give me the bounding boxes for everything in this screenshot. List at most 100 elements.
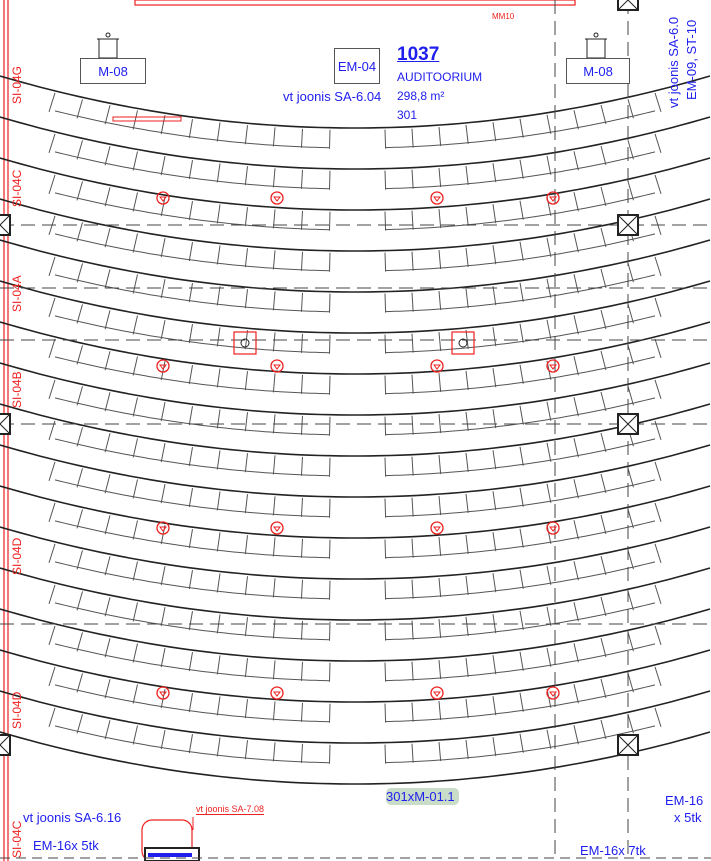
seat-divider [300,374,303,394]
seat-divider [654,461,662,482]
seat-divider [465,452,469,472]
seat-divider [627,181,634,201]
seat-divider [132,561,138,581]
seat-divider [76,222,83,242]
seat-divider [627,550,634,570]
electrical-marker-glyph [433,691,441,697]
top-red-bar [134,0,576,6]
seat-divider [160,484,166,504]
seat-divider [438,537,442,557]
seat-divider [546,606,552,626]
row-arc [0,485,711,539]
seat-divider [384,621,387,641]
seat-divider [519,241,524,261]
seat-divider [216,409,221,429]
seat-divider [272,250,276,270]
seat-divider [188,365,193,385]
seat-divider [546,114,552,134]
seat-divider [519,323,524,343]
seat-divider [244,330,248,350]
seat-divider [104,310,111,330]
ceiling-device-circle [458,338,468,348]
seat-divider [627,591,634,611]
seat-divider [654,584,662,605]
seat-divider [519,118,524,138]
seat-divider [600,596,607,617]
ref-sa616: vt joonis SA-6.16 [23,810,122,825]
seat-divider [188,529,193,549]
seat-divider [465,534,469,554]
seat-divider [76,714,83,734]
seat-row-front [384,684,656,723]
seat-divider [438,455,442,475]
equipment-m08-left: M-08 [80,58,146,84]
seat-divider [573,520,579,540]
seat-divider [546,442,552,462]
red-strip [112,116,182,122]
seat-divider [104,187,111,207]
seat-divider [48,338,56,359]
electrical-marker-glyph [273,526,281,532]
electrical-marker-icon [156,686,170,700]
seat-divider [329,211,331,231]
seat-divider [272,578,276,598]
seat-divider [492,655,497,675]
seat-divider [329,580,331,600]
seat-divider [600,432,607,453]
column-cross [0,413,11,435]
right-ref-2: EM-09, ST-10 [684,19,699,100]
seat-divider [104,474,111,494]
seat-divider [300,497,303,517]
left-label: SI-04C [10,169,24,207]
seat-divider [272,332,276,352]
seat-row-front [54,725,331,764]
ref-sa708: vt joonis SA-7.08 [196,804,265,815]
seat-divider [384,416,387,436]
seat-divider [244,535,248,555]
seat-divider [600,391,607,412]
seat-divider [132,110,138,130]
seat-row-front [54,684,331,723]
m08-label: M-08 [98,63,128,79]
seat-divider [519,364,524,384]
seat-divider [465,124,469,144]
seat-divider [48,584,56,605]
seat-divider [188,693,193,713]
seat-divider [48,666,56,687]
seat-divider [216,163,221,183]
seat-row-front [384,561,656,600]
seat-divider [411,128,414,148]
seat-divider [300,251,303,271]
seat-divider [438,168,442,188]
seat-divider [573,725,579,745]
seat-divider [411,292,414,312]
left-label: SI-04B [10,371,24,408]
seat-divider [216,286,221,306]
em16-right-qty: x 5tk [674,810,702,825]
seat-divider [519,569,524,589]
seat-divider [627,345,634,365]
seat-row-front [384,356,656,395]
seat-row-front [384,192,656,231]
seat-divider [132,315,138,335]
seat-divider [329,662,331,682]
seat-divider [160,402,166,422]
seat-divider [300,579,303,599]
seat-divider [300,333,303,353]
seat-divider [600,555,607,576]
seat-divider [465,247,469,267]
seat-divider [300,743,303,763]
seat-divider [272,127,276,147]
seat-divider [160,361,166,381]
ceiling-device-icon [451,331,475,355]
seat-divider [384,703,387,723]
seat-divider [272,619,276,639]
seat-divider [600,104,607,125]
seat-divider [300,456,303,476]
seat-divider [573,192,579,212]
seat-divider [627,673,634,693]
seat-divider [244,494,248,514]
seat-row-front [54,151,331,190]
seat-divider [188,201,193,221]
